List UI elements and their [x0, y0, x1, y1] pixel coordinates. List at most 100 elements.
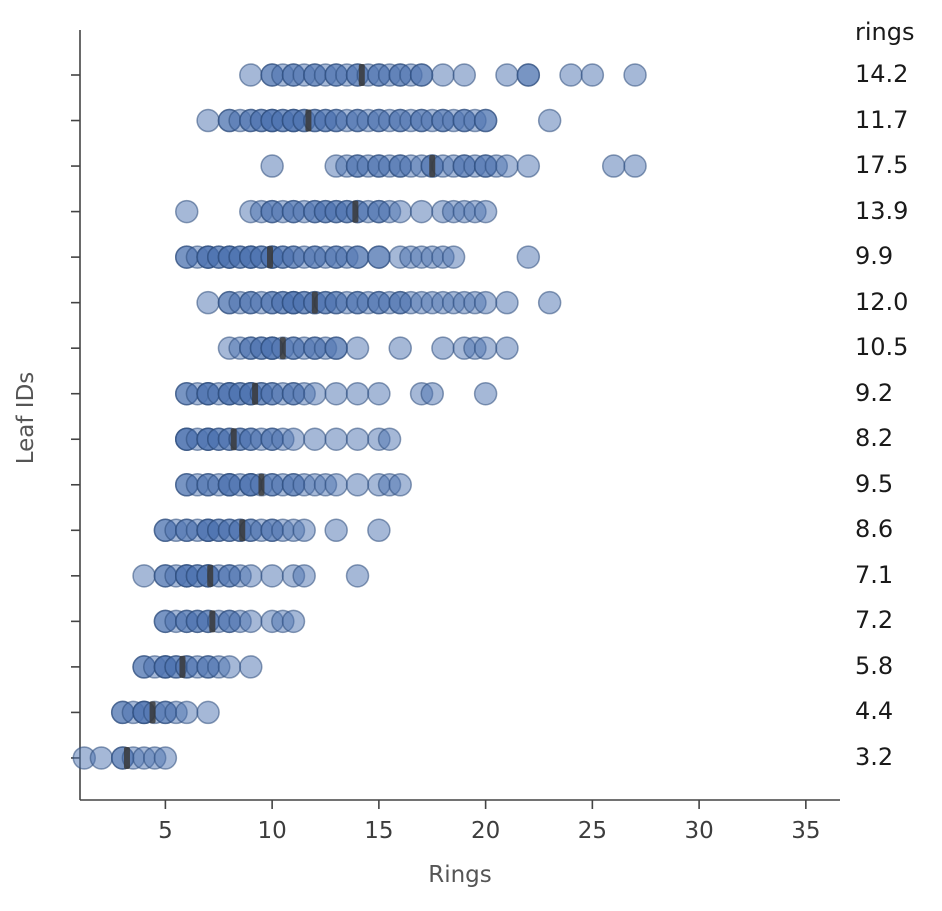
- data-point: [473, 336, 498, 360]
- data-point: [345, 381, 370, 406]
- data-point: [409, 63, 434, 87]
- data-point: [324, 381, 348, 406]
- data-point: [260, 564, 284, 588]
- data-point: [239, 564, 263, 588]
- data-point: [132, 564, 156, 588]
- data-point: [239, 63, 263, 87]
- x-axis-label: Rings: [428, 862, 492, 888]
- mean-marker: [252, 382, 259, 405]
- mean-marker: [311, 291, 318, 314]
- row-label: 12.0: [855, 287, 909, 316]
- row-label: 11.7: [855, 105, 909, 134]
- data-point: [516, 154, 541, 178]
- data-point: [345, 336, 370, 360]
- data-point: [345, 427, 370, 451]
- data-point: [516, 63, 541, 87]
- row-label: 8.6: [855, 515, 894, 544]
- row-label: 8.2: [855, 424, 894, 453]
- data-point: [281, 427, 306, 451]
- mean-marker: [209, 610, 216, 633]
- data-point: [495, 63, 519, 87]
- data-point: [495, 336, 519, 360]
- data-point: [196, 700, 220, 725]
- data-point: [303, 427, 327, 451]
- data-point: [473, 381, 498, 406]
- data-point: [324, 336, 348, 360]
- data-point: [409, 199, 434, 224]
- row-label: 17.5: [855, 151, 909, 180]
- row-label: 10.5: [855, 333, 909, 362]
- data-point: [292, 518, 316, 543]
- x-tick-label: 5: [158, 818, 173, 844]
- row-label: 3.2: [855, 742, 894, 771]
- data-point: [367, 518, 391, 543]
- mean-marker: [123, 746, 130, 769]
- data-point: [324, 427, 348, 451]
- row-label: 9.9: [855, 242, 894, 271]
- data-point: [452, 63, 477, 87]
- data-point: [217, 655, 242, 679]
- row-labels-header: rings: [855, 18, 915, 46]
- row-label: 13.9: [855, 196, 909, 225]
- data-point: [580, 63, 605, 87]
- data-point: [196, 290, 220, 315]
- data-point: [153, 746, 178, 770]
- data-point: [431, 336, 455, 360]
- data-point: [388, 336, 412, 360]
- data-point: [303, 381, 327, 406]
- data-point: [345, 564, 370, 588]
- x-tick-label: 10: [257, 818, 286, 844]
- x-tick-label: 35: [791, 818, 820, 844]
- mean-marker: [358, 64, 365, 86]
- mean-marker: [149, 701, 156, 724]
- data-point: [89, 746, 114, 770]
- data-point: [345, 473, 370, 497]
- data-point: [420, 381, 444, 406]
- data-point: [174, 199, 199, 224]
- data-point: [473, 290, 498, 315]
- data-point: [239, 609, 263, 634]
- mean-marker: [267, 246, 273, 269]
- data-point: [601, 154, 626, 178]
- data-point: [367, 245, 391, 269]
- x-tick-label: 15: [364, 818, 393, 844]
- data-point: [623, 63, 647, 87]
- mean-marker: [258, 473, 265, 496]
- data-point: [324, 518, 348, 543]
- data-point: [388, 199, 412, 224]
- row-label: 9.5: [855, 469, 894, 498]
- data-point: [495, 154, 519, 178]
- mean-marker: [429, 155, 436, 178]
- mean-marker: [279, 337, 286, 360]
- data-point: [516, 245, 541, 269]
- data-point: [260, 154, 284, 178]
- row-label: 4.4: [855, 697, 894, 726]
- data-point: [473, 199, 498, 224]
- x-tick-label: 30: [684, 818, 713, 844]
- data-point: [196, 108, 220, 133]
- row-label: 5.8: [855, 651, 894, 680]
- mean-marker: [239, 519, 246, 542]
- data-point: [495, 290, 519, 315]
- data-point: [388, 473, 412, 497]
- data-point: [345, 245, 370, 269]
- mean-marker: [352, 200, 359, 223]
- mean-marker: [305, 109, 312, 132]
- mean-marker: [207, 564, 214, 587]
- row-label: 14.2: [855, 60, 909, 88]
- data-point: [559, 63, 583, 87]
- row-label: 7.2: [855, 606, 894, 635]
- data-point: [441, 245, 466, 269]
- mean-marker: [179, 655, 186, 678]
- mean-marker: [230, 428, 237, 451]
- data-point: [367, 381, 391, 406]
- data-point: [281, 609, 306, 634]
- data-point: [537, 290, 562, 315]
- data-point: [239, 655, 263, 679]
- data-point: [377, 427, 402, 451]
- data-point: [174, 700, 199, 725]
- row-label: 9.2: [855, 378, 894, 407]
- data-point: [292, 564, 316, 588]
- row-label: 7.1: [855, 560, 894, 589]
